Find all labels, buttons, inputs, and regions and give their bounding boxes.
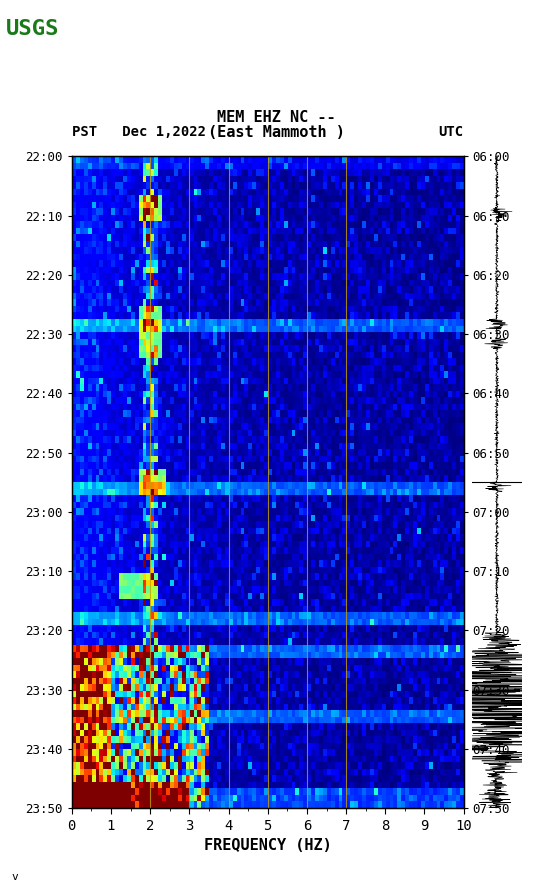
- Text: MEM EHZ NC --: MEM EHZ NC --: [217, 111, 335, 125]
- X-axis label: FREQUENCY (HZ): FREQUENCY (HZ): [204, 839, 332, 853]
- Text: (East Mammoth ): (East Mammoth ): [208, 125, 344, 139]
- Text: UTC: UTC: [438, 125, 464, 139]
- Text: USGS: USGS: [6, 19, 59, 38]
- Text: v: v: [11, 872, 18, 882]
- Text: PST   Dec 1,2022: PST Dec 1,2022: [72, 125, 206, 139]
